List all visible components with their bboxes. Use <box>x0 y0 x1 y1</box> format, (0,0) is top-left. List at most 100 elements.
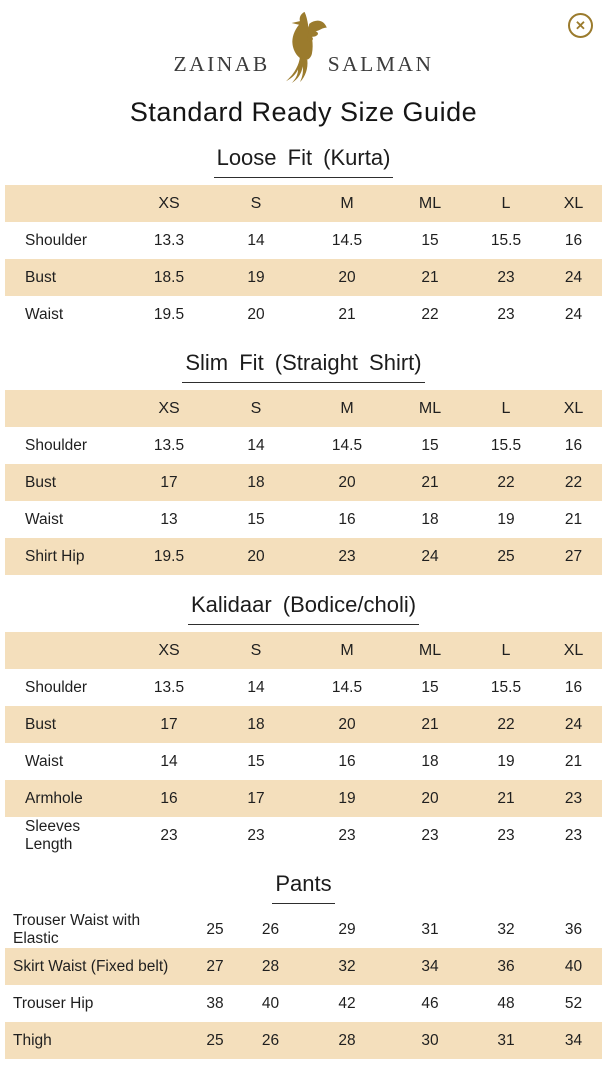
size-value: 40 <box>545 948 602 985</box>
row-label: Waist <box>25 752 64 770</box>
measure-row: Skirt Waist (Fixed belt) 27 28 32 34 36 40 <box>5 948 602 985</box>
size-value: 25 <box>206 920 224 938</box>
sections: Loose Fit (Kurta) XS S M ML L XL Shoulder 13.3 14… <box>0 145 607 1059</box>
row-label: Trouser Waist with Elastic <box>13 911 141 947</box>
size-value: 14 <box>247 231 265 249</box>
size-value: 46 <box>421 994 439 1012</box>
size-value: 20 <box>247 305 265 323</box>
measure-row: Sleeves Length 23 23 23 23 23 23 <box>5 817 602 854</box>
size-value: 21 <box>338 305 356 323</box>
measure-row: Waist 14 15 16 18 19 21 <box>5 743 602 780</box>
corner-cell <box>5 185 127 222</box>
size-value: 21 <box>467 780 545 817</box>
size-value: 17 <box>127 464 211 501</box>
size-value: 16 <box>338 510 356 528</box>
section-pants: Pants Trouser Waist with Elastic 25 26 29 31 3… <box>0 871 607 1059</box>
brand-word-left: ZAINAB <box>173 52 270 76</box>
size-value: 14 <box>160 752 178 770</box>
size-value: 21 <box>393 259 467 296</box>
row-label: Armhole <box>5 780 127 817</box>
size-column-header: XS <box>127 185 211 222</box>
corner-cell <box>5 390 127 427</box>
size-value: 19 <box>211 259 301 296</box>
measure-row: Waist 13 15 16 18 19 21 <box>5 501 602 538</box>
size-value: 24 <box>393 538 467 575</box>
size-value: 22 <box>467 706 545 743</box>
size-value: 23 <box>160 826 178 844</box>
size-value: 34 <box>545 1022 602 1059</box>
page-title: Standard Ready Size Guide <box>129 97 478 127</box>
measure-row: Trouser Hip 38 40 42 46 48 52 <box>5 985 602 1022</box>
section-title: Slim Fit (Straight Shirt) <box>0 350 607 383</box>
size-value: 34 <box>393 948 467 985</box>
size-value: 15 <box>421 231 439 249</box>
size-header-row: XS S M ML L XL <box>5 390 602 427</box>
size-column-header: ML <box>393 185 467 222</box>
size-value: 16 <box>127 780 211 817</box>
size-value: 23 <box>247 826 265 844</box>
size-value: 20 <box>393 780 467 817</box>
size-value: 36 <box>564 920 583 938</box>
size-header-row: XS S M ML L XL <box>5 632 602 669</box>
row-label: Shoulder <box>25 436 88 454</box>
size-value: 21 <box>393 464 467 501</box>
row-label: Bust <box>5 464 127 501</box>
size-table: XS S M ML L XL Shoulder 13.5 14 14.5 15 15.5 16 Bust 1… <box>5 632 602 854</box>
row-label: Skirt Waist (Fixed belt) <box>5 948 190 985</box>
size-value: 27 <box>545 538 602 575</box>
size-value: 21 <box>564 510 583 528</box>
row-label: Waist <box>25 305 64 323</box>
brand-word-right: SALMAN <box>327 52 434 76</box>
close-icon: ✕ <box>575 18 586 33</box>
size-value: 18 <box>211 464 301 501</box>
size-value: 20 <box>211 538 301 575</box>
size-table: XS S M ML L XL Shoulder 13.3 14 14.5 15 15.5 16 Bust 1… <box>5 185 602 333</box>
size-table: XS S M ML L XL Shoulder 13.5 14 14.5 15 15.5 16 Bust 1… <box>5 390 602 575</box>
size-column-header: S <box>211 185 301 222</box>
measure-row: Bust 18.5 19 20 21 23 24 <box>5 259 602 296</box>
size-value: 13.5 <box>153 678 185 696</box>
size-value: 14.5 <box>331 231 363 249</box>
size-value: 19.5 <box>127 538 211 575</box>
size-value: 14 <box>247 678 265 696</box>
size-value: 20 <box>301 706 393 743</box>
size-value: 22 <box>467 464 545 501</box>
size-value: 16 <box>338 752 356 770</box>
size-value: 19.5 <box>153 305 185 323</box>
size-value: 32 <box>301 948 393 985</box>
size-value: 27 <box>190 948 240 985</box>
size-value: 13.3 <box>153 231 185 249</box>
size-value: 24 <box>564 305 583 323</box>
measure-row: Thigh 25 26 28 30 31 34 <box>5 1022 602 1059</box>
size-value: 23 <box>497 826 515 844</box>
size-value: 23 <box>545 780 602 817</box>
size-value: 13 <box>160 510 178 528</box>
size-value: 18 <box>211 706 301 743</box>
size-column-header: XS <box>127 632 211 669</box>
row-label: Shoulder <box>25 678 88 696</box>
close-button[interactable]: ✕ <box>568 13 593 38</box>
size-column-header: L <box>467 185 545 222</box>
brand-logo: ZAINAB SALMAN <box>0 0 607 84</box>
size-value: 19 <box>301 780 393 817</box>
size-column-header: XL <box>545 185 602 222</box>
size-value: 21 <box>564 752 583 770</box>
size-value: 28 <box>301 1022 393 1059</box>
size-value: 16 <box>564 231 583 249</box>
size-column-header: XS <box>127 390 211 427</box>
size-value: 14 <box>247 436 265 454</box>
size-value: 19 <box>497 510 515 528</box>
size-column-header: ML <box>393 632 467 669</box>
size-column-header: XL <box>545 632 602 669</box>
size-value: 15 <box>421 436 439 454</box>
size-value: 23 <box>301 538 393 575</box>
size-column-header: S <box>211 390 301 427</box>
size-table: Trouser Waist with Elastic 25 26 29 31 32 36 Sk… <box>5 911 602 1059</box>
size-value: 22 <box>421 305 439 323</box>
size-value: 15.5 <box>490 231 522 249</box>
size-value: 20 <box>301 259 393 296</box>
section-slim-fit-straight-shirt: Slim Fit (Straight Shirt) XS S M ML L XL Should… <box>0 350 607 575</box>
size-value: 20 <box>301 464 393 501</box>
size-header-row: XS S M ML L XL <box>5 185 602 222</box>
